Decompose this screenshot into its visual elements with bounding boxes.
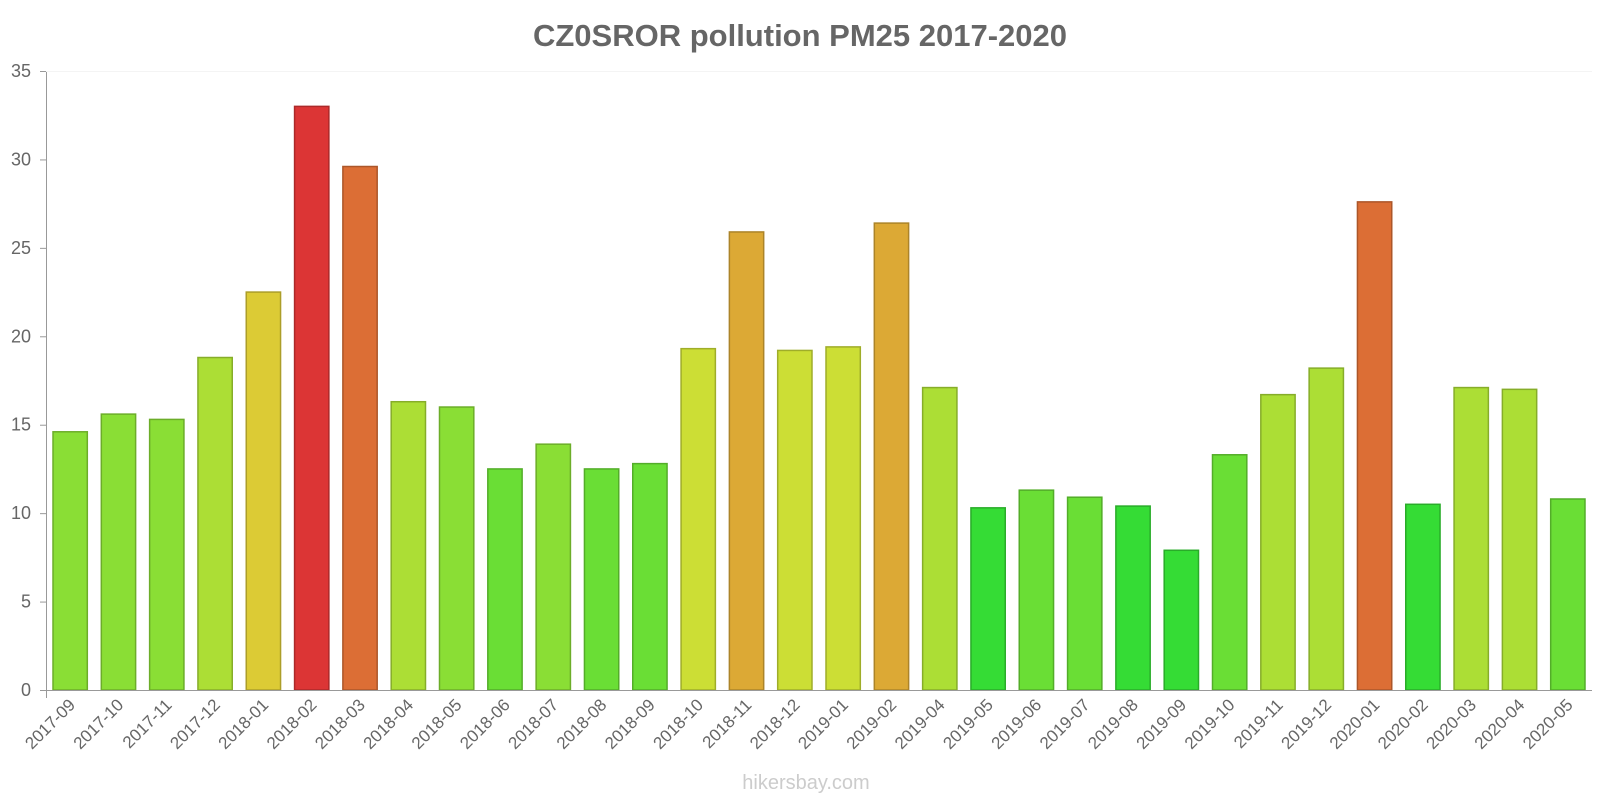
bar-2018-03[interactable] — [342, 165, 378, 691]
x-tick-label: 2018-04 — [360, 695, 418, 753]
bar-2018-07[interactable] — [535, 443, 572, 691]
bar-2018-01[interactable] — [245, 291, 282, 691]
x-tick-label: 2017-11 — [119, 695, 176, 752]
x-tick-label: 2019-11 — [1230, 695, 1287, 752]
credit-label: hikersbay.com — [742, 772, 869, 794]
x-tick-label: 2019-05 — [939, 695, 997, 753]
bar-2018-04[interactable] — [390, 400, 427, 691]
bar-2019-10[interactable] — [1211, 454, 1248, 691]
x-tick-label: 2018-01 — [215, 695, 273, 753]
bar-2018-08[interactable] — [583, 468, 620, 691]
bar-2019-05[interactable] — [970, 507, 1006, 691]
x-tick-label: 2020-03 — [1422, 695, 1480, 753]
bar-2017-11[interactable] — [148, 418, 185, 691]
x-tick-label: 2020-05 — [1519, 695, 1577, 753]
y-tick-label: 0 — [21, 680, 31, 700]
x-tick-label: 2018-05 — [408, 695, 466, 753]
x-tick-label: 2020-01 — [1326, 695, 1384, 753]
bar-2019-01[interactable] — [825, 346, 862, 691]
x-tick-label: 2019-08 — [1084, 695, 1142, 753]
bar-2017-10[interactable] — [100, 413, 137, 691]
bar-2018-12[interactable] — [776, 349, 813, 691]
x-tick-label: 2018-12 — [746, 695, 804, 753]
x-tick-label: 2018-02 — [263, 695, 321, 753]
x-tick-label: 2018-09 — [601, 695, 659, 753]
x-tick-label: 2020-04 — [1471, 695, 1529, 753]
x-tick-label: 2017-12 — [166, 695, 224, 753]
y-tick-label: 15 — [11, 415, 31, 435]
bar-2018-02[interactable] — [293, 105, 330, 691]
x-tick-label: 2019-10 — [1181, 695, 1239, 753]
x-tick-label: 2018-11 — [699, 695, 756, 752]
bar-2018-06[interactable] — [487, 468, 523, 691]
x-tick-label: 2019-04 — [891, 695, 949, 753]
y-tick-label: 25 — [11, 238, 31, 258]
x-tick-label: 2018-07 — [505, 695, 563, 753]
y-tick-label: 10 — [11, 503, 31, 523]
bar-2017-09[interactable] — [52, 431, 89, 691]
x-tick-label: 2018-08 — [553, 695, 611, 753]
x-tick-label: 2020-02 — [1374, 695, 1432, 753]
x-tick-label: 2018-06 — [456, 695, 514, 753]
x-tick-label: 2019-07 — [1036, 695, 1094, 753]
x-axis: 2017-092017-102017-112017-122018-012018-… — [21, 690, 1592, 753]
y-tick-label: 30 — [11, 149, 31, 169]
bar-2019-02[interactable] — [873, 222, 910, 691]
bar-2019-11[interactable] — [1260, 393, 1296, 691]
bar-2019-12[interactable] — [1308, 367, 1345, 691]
chart-title: CZ0SROR pollution PM25 2017-2020 — [533, 18, 1067, 53]
bar-2019-07[interactable] — [1066, 496, 1103, 691]
x-tick-label: 2019-09 — [1133, 695, 1191, 753]
bar-2019-04[interactable] — [921, 386, 958, 691]
bar-2020-01[interactable] — [1356, 201, 1393, 691]
x-tick-label: 2019-12 — [1278, 695, 1336, 753]
bar-2020-03[interactable] — [1453, 386, 1490, 691]
bar-2019-08[interactable] — [1115, 505, 1151, 691]
y-axis: 0 5 10 15 20 25 30 35 — [11, 61, 1592, 700]
x-tick-label: 2018-10 — [649, 695, 707, 753]
bars — [52, 105, 1586, 691]
x-tick-label: 2019-06 — [988, 695, 1046, 753]
bar-2019-06[interactable] — [1018, 489, 1055, 691]
y-tick-label: 20 — [11, 326, 31, 346]
x-tick-label: 2019-01 — [794, 695, 852, 753]
bar-2018-05[interactable] — [438, 406, 475, 691]
bar-2019-09[interactable] — [1163, 549, 1200, 691]
x-tick-label: 2017-09 — [21, 695, 79, 753]
bar-2018-09[interactable] — [632, 462, 668, 691]
x-tick-label: 2017-10 — [70, 695, 128, 753]
x-tick-label: 2018-03 — [311, 695, 369, 753]
bar-2020-02[interactable] — [1405, 503, 1441, 691]
bar-2018-11[interactable] — [728, 231, 765, 691]
x-tick-label: 2019-02 — [843, 695, 901, 753]
bar-2020-05[interactable] — [1549, 498, 1586, 691]
y-tick-label: 5 — [21, 592, 31, 612]
bar-2020-04[interactable] — [1501, 388, 1538, 691]
y-tick-label: 35 — [11, 61, 31, 81]
bar-2017-12[interactable] — [197, 356, 233, 691]
bar-2018-10[interactable] — [680, 347, 717, 691]
